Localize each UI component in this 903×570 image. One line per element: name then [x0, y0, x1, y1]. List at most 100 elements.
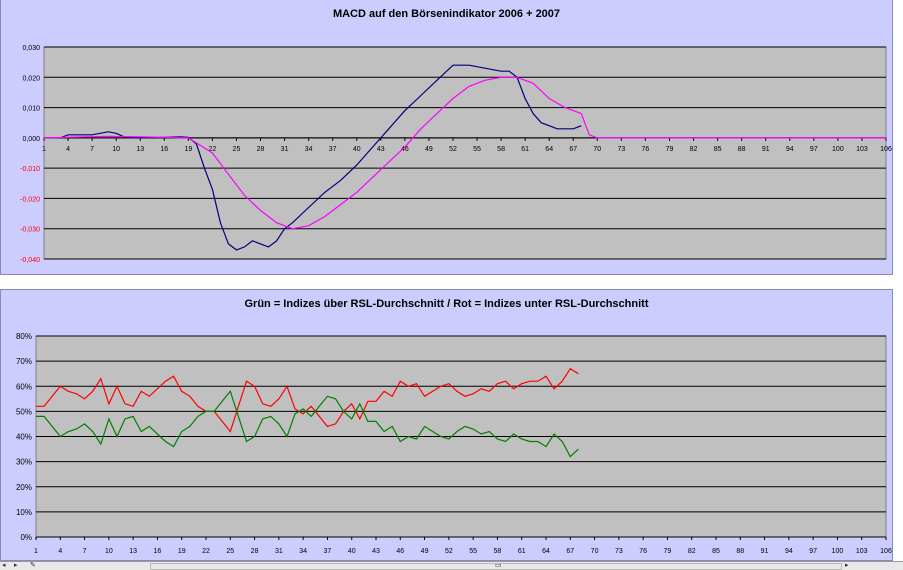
x-tick-label: 70	[591, 548, 599, 555]
plot-area	[43, 46, 887, 260]
x-tick-label: 106	[880, 146, 892, 153]
y-tick-label: 10%	[16, 508, 32, 517]
y-tick-label: 70%	[16, 357, 32, 366]
scroll-right-icon[interactable]: ▸	[845, 561, 849, 569]
x-tick-label: 34	[299, 548, 307, 555]
x-tick-label: 4	[66, 146, 70, 153]
x-tick-label: 7	[83, 548, 87, 555]
x-tick-label: 85	[712, 548, 720, 555]
y-tick-label: -0,010	[20, 166, 40, 173]
tab-scroll-last-icon[interactable]: ▸	[14, 561, 18, 569]
x-tick-label: 55	[469, 548, 477, 555]
x-tick-label: 13	[136, 146, 144, 153]
x-tick-label: 88	[738, 146, 746, 153]
y-tick-label: 0%	[20, 533, 32, 542]
y-tick-label: 40%	[16, 433, 32, 442]
x-tick-label: 40	[353, 146, 361, 153]
x-tick-label: 1	[42, 146, 46, 153]
x-tick-label: 49	[421, 548, 429, 555]
x-tick-label: 79	[664, 548, 672, 555]
x-tick-label: 106	[880, 548, 892, 555]
x-tick-label: 7	[90, 146, 94, 153]
x-tick-label: 28	[251, 548, 259, 555]
x-tick-label: 58	[494, 548, 502, 555]
x-tick-label: 25	[233, 146, 241, 153]
x-tick-label: 34	[305, 146, 313, 153]
macd-chart-svg: 0,030 0,020 0,010 0,000 -0,010 -0,020 -0,030 -0…	[20, 45, 892, 264]
scroll-thumb-icon[interactable]: ▭	[495, 561, 502, 569]
x-tick-label: 82	[688, 548, 696, 555]
x-tick-label: 52	[445, 548, 453, 555]
y-tick-label: 0,030	[22, 45, 40, 52]
x-tick-label: 94	[786, 146, 794, 153]
x-tick-label: 97	[810, 146, 818, 153]
series-line-1	[36, 367, 579, 433]
x-tick-label: 28	[257, 146, 265, 153]
x-tick-label: 82	[690, 146, 698, 153]
x-tick-label: 73	[617, 146, 625, 153]
rsl-chart-title: Grün = Indizes über RSL-Durchschnitt / R…	[244, 298, 649, 310]
x-tick-label: 91	[761, 548, 769, 555]
x-tick-label: 64	[542, 548, 550, 555]
x-tick-label: 40	[348, 548, 356, 555]
x-tick-label: 67	[566, 548, 574, 555]
x-tick-label: 43	[377, 146, 385, 153]
rsl-chart-svg: 80% 70% 60% 50% 40% 30% 20% 10% 0%1 4 7 10 13 16 19 22 2…	[16, 332, 892, 555]
x-tick-label: 97	[809, 548, 817, 555]
x-tick-label: 10	[112, 146, 120, 153]
x-tick-label: 31	[275, 548, 283, 555]
series-line-2	[36, 390, 579, 458]
macd-chart-title: MACD auf den Börsenindikator 2006 + 2007	[332, 8, 561, 20]
x-tick-label: 76	[642, 146, 650, 153]
x-tick-label: 91	[762, 146, 770, 153]
x-tick-label: 46	[396, 548, 404, 555]
x-tick-label: 70	[593, 146, 601, 153]
x-tick-label: 103	[856, 146, 868, 153]
series-line-2	[43, 76, 886, 230]
x-tick-label: 49	[425, 146, 433, 153]
x-tick-label: 100	[832, 146, 844, 153]
y-tick-label: 0,010	[22, 106, 40, 113]
x-tick-label: 16	[160, 146, 168, 153]
y-tick-label: 50%	[16, 407, 32, 416]
x-tick-label: 1	[34, 548, 38, 555]
y-tick-label: 0,020	[22, 75, 40, 82]
x-tick-label: 79	[666, 146, 674, 153]
x-tick-label: 94	[785, 548, 793, 555]
x-tick-label: 58	[497, 146, 505, 153]
x-tick-label: 67	[569, 146, 577, 153]
y-tick-label: 0,000	[22, 136, 40, 143]
rsl-chart-area[interactable]: Grün = Indizes über RSL-Durchschnitt / R…	[0, 289, 893, 561]
tab-scroll-first-icon[interactable]: ◂	[2, 561, 6, 569]
x-tick-label: 22	[209, 146, 217, 153]
x-tick-label: 10	[105, 548, 113, 555]
y-tick-label: -0,030	[20, 227, 40, 234]
x-tick-label: 43	[372, 548, 380, 555]
macd-chart-area[interactable]: MACD auf den Börsenindikator 2006 + 2007…	[0, 0, 893, 275]
y-tick-label: 20%	[16, 483, 32, 492]
x-tick-label: 31	[281, 146, 289, 153]
x-tick-label: 19	[178, 548, 186, 555]
x-tick-label: 85	[714, 146, 722, 153]
y-tick-label: 60%	[16, 382, 32, 391]
x-tick-label: 37	[329, 146, 337, 153]
x-tick-label: 22	[202, 548, 210, 555]
x-tick-label: 73	[615, 548, 623, 555]
x-tick-label: 55	[473, 146, 481, 153]
drawing-pencil-icon[interactable]: ✎	[30, 561, 36, 569]
x-tick-label: 19	[184, 146, 192, 153]
x-tick-label: 25	[226, 548, 234, 555]
y-tick-label: 80%	[16, 332, 32, 341]
x-tick-label: 4	[58, 548, 62, 555]
x-tick-label: 61	[521, 146, 529, 153]
x-tick-label: 76	[639, 548, 647, 555]
x-tick-label: 61	[518, 548, 526, 555]
x-tick-label: 88	[736, 548, 744, 555]
x-tick-label: 100	[832, 548, 844, 555]
x-tick-label: 52	[449, 146, 457, 153]
y-tick-label: -0,040	[20, 257, 40, 264]
x-tick-label: 13	[129, 548, 137, 555]
x-tick-label: 16	[154, 548, 162, 555]
y-tick-label: -0,020	[20, 196, 40, 203]
x-tick-label: 37	[324, 548, 332, 555]
